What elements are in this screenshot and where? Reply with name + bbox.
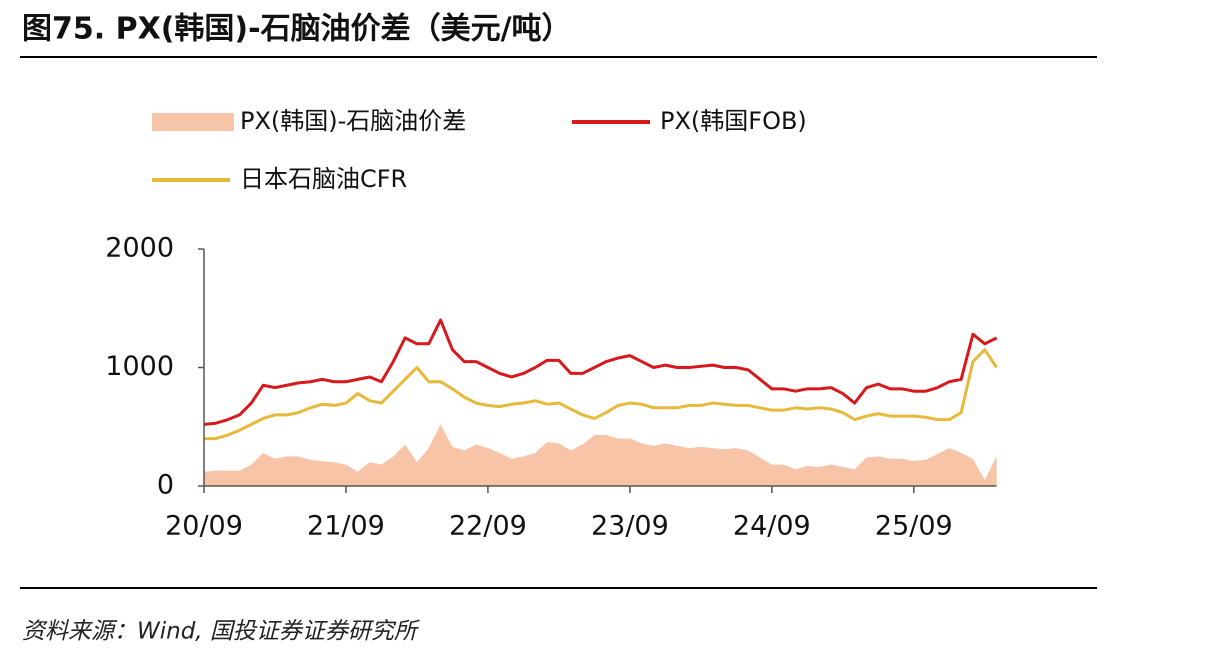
legend-label: 日本石脑油CFR — [240, 165, 407, 193]
legend-swatch — [152, 113, 234, 131]
x-tick-label: 23/09 — [591, 511, 669, 542]
y-tick-label: 0 — [157, 470, 174, 501]
line — [204, 348, 998, 441]
y-tick-label: 1000 — [105, 351, 174, 382]
x-tick-label: 22/09 — [449, 511, 527, 542]
legend-label: PX(韩国FOB) — [660, 107, 807, 135]
y-tick-label: 2000 — [105, 233, 174, 264]
area — [204, 424, 997, 486]
x-tick-label: 20/09 — [165, 511, 243, 542]
x-tick-label: 21/09 — [307, 511, 385, 542]
legend-label: PX(韩国)-石脑油价差 — [240, 107, 466, 135]
line — [203, 318, 998, 426]
x-tick-label: 25/09 — [875, 511, 953, 542]
chart-title: 图75. PX(韩国)-石脑油价差（美元/吨） — [22, 12, 572, 47]
source: 资料来源：Wind, 国投证券证券研究所 — [22, 619, 420, 645]
x-tick-label: 24/09 — [733, 511, 811, 542]
